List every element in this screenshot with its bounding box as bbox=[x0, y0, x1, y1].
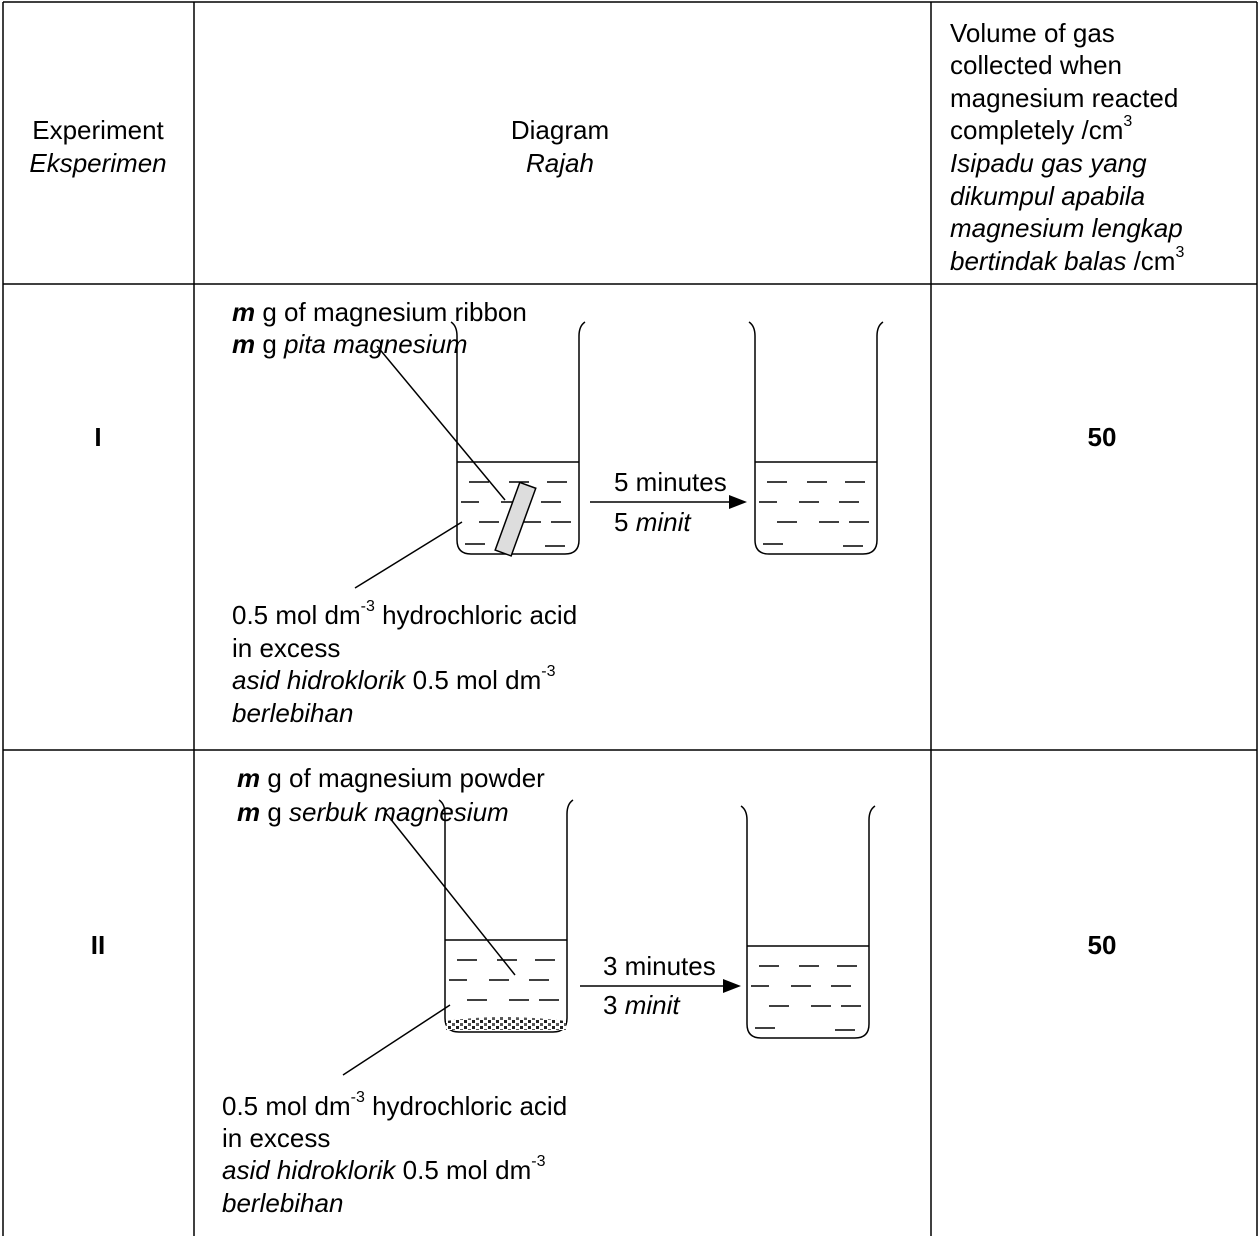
superscript: -3 bbox=[361, 598, 375, 615]
text: serbuk magnesium bbox=[289, 797, 509, 827]
acid-label: in excess bbox=[222, 1123, 330, 1153]
symbol: m bbox=[237, 797, 260, 827]
header-experiment: Experiment bbox=[32, 115, 164, 145]
time-label-ms: 3 minit bbox=[603, 990, 681, 1020]
mass-label: m g of magnesium ribbon bbox=[232, 297, 527, 327]
text: 3 bbox=[603, 990, 625, 1020]
text: 0.5 mol dm bbox=[222, 1091, 351, 1121]
header-diagram: Diagram bbox=[511, 115, 609, 145]
diagram bbox=[354, 321, 884, 589]
symbol: m bbox=[237, 763, 260, 793]
header-volume: completely /cm3 bbox=[950, 113, 1132, 145]
acid-label-ms: asid hidroklorik 0.5 mol dm-3 bbox=[222, 1153, 546, 1185]
mass-label-ms: m g pita magnesium bbox=[232, 329, 468, 359]
acid-label-ms: berlebihan bbox=[232, 698, 353, 728]
experiment-label: II bbox=[91, 930, 105, 960]
header-volume: collected when bbox=[950, 50, 1122, 80]
symbol: m bbox=[232, 297, 255, 327]
superscript: -3 bbox=[541, 663, 555, 680]
text: bertindak balas bbox=[950, 246, 1126, 276]
volume-value: 50 bbox=[1088, 930, 1117, 960]
text: pita magnesium bbox=[283, 329, 468, 359]
text: g bbox=[255, 329, 284, 359]
header-volume-ms: bertindak balas /cm3 bbox=[950, 244, 1184, 276]
superscript: -3 bbox=[531, 1153, 545, 1170]
header-volume: magnesium reacted bbox=[950, 83, 1178, 113]
text: minit bbox=[625, 990, 682, 1020]
text: g of magnesium ribbon bbox=[255, 297, 527, 327]
header-volume-ms: dikumpul apabila bbox=[950, 181, 1145, 211]
text: /cm bbox=[1126, 246, 1175, 276]
text: g bbox=[260, 797, 289, 827]
header-volume: Volume of gas bbox=[950, 18, 1115, 48]
mass-label-ms: m g serbuk magnesium bbox=[237, 797, 509, 827]
text: hydrochloric acid bbox=[375, 600, 577, 630]
superscript: 3 bbox=[1123, 113, 1132, 130]
text: 0.5 mol dm bbox=[395, 1155, 531, 1185]
time-label-ms: 5 minit bbox=[614, 507, 692, 537]
header-diagram-ms: Rajah bbox=[526, 148, 594, 178]
time-label: 3 minutes bbox=[603, 951, 716, 981]
acid-label-ms: berlebihan bbox=[222, 1188, 343, 1218]
text: 5 bbox=[614, 507, 636, 537]
header-volume-ms: magnesium lengkap bbox=[950, 213, 1183, 243]
symbol: m bbox=[232, 329, 255, 359]
header-volume-ms: Isipadu gas yang bbox=[950, 148, 1147, 178]
superscript: -3 bbox=[351, 1089, 365, 1106]
time-label: 5 minutes bbox=[614, 467, 727, 497]
text: hydrochloric acid bbox=[365, 1091, 567, 1121]
text: 0.5 mol dm bbox=[405, 665, 541, 695]
text: minit bbox=[636, 507, 693, 537]
volume-value: 50 bbox=[1088, 422, 1117, 452]
acid-label: 0.5 mol dm-3 hydrochloric acid bbox=[232, 598, 577, 630]
acid-label: in excess bbox=[232, 633, 340, 663]
text: completely /cm bbox=[950, 115, 1123, 145]
superscript: 3 bbox=[1175, 244, 1184, 261]
text: asid hidroklorik bbox=[232, 665, 407, 695]
experiment-label: I bbox=[94, 422, 101, 452]
text: g of magnesium powder bbox=[260, 763, 545, 793]
header-experiment-ms: Eksperimen bbox=[29, 148, 166, 178]
acid-label-ms: asid hidroklorik 0.5 mol dm-3 bbox=[232, 663, 556, 695]
diagram bbox=[342, 799, 876, 1076]
text: 0.5 mol dm bbox=[232, 600, 361, 630]
text: asid hidroklorik bbox=[222, 1155, 397, 1185]
mass-label: m g of magnesium powder bbox=[237, 763, 545, 793]
acid-label: 0.5 mol dm-3 hydrochloric acid bbox=[222, 1089, 567, 1121]
